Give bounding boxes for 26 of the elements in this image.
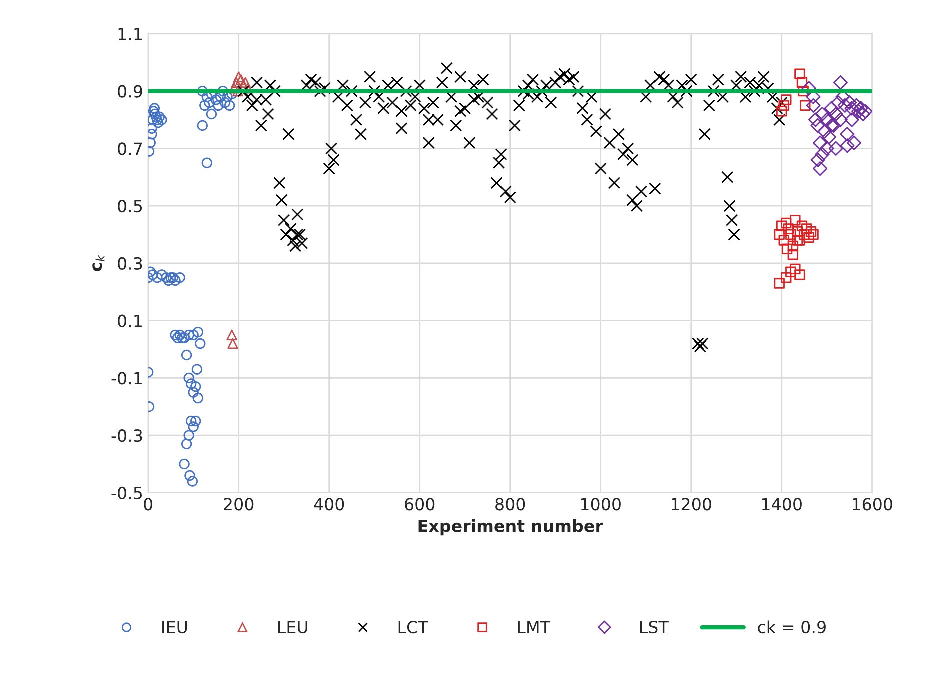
x-axis-title: Experiment number xyxy=(418,520,604,536)
y-tick-label: -0.5 xyxy=(112,486,142,500)
x-tick-label: 600 xyxy=(405,498,435,511)
x-tick-label: 1400 xyxy=(762,498,802,511)
x-tick-label: 400 xyxy=(314,498,344,511)
y-tick-label: -0.3 xyxy=(112,430,142,442)
y-tick-label: 0.1 xyxy=(118,314,142,328)
y-tick-label: 0.9 xyxy=(118,85,142,98)
y-axis-title: c$_{k}$ xyxy=(92,254,105,272)
legend-label: LMT xyxy=(518,621,551,634)
legend-label: LEU xyxy=(278,621,308,634)
x-tick-label: 200 xyxy=(224,498,254,511)
x-tick-label: 800 xyxy=(496,498,526,511)
legend-label: ck = 0.9 xyxy=(758,620,826,634)
y-tick-label: 0.5 xyxy=(118,200,142,213)
legend-label: LCT xyxy=(398,621,428,634)
y-tick-label: 1.1 xyxy=(118,28,142,40)
y-tick-label: 0.7 xyxy=(118,142,142,156)
x-tick-label: 1600 xyxy=(852,498,892,511)
x-tick-label: 1200 xyxy=(672,498,712,511)
x-tick-label: 0 xyxy=(144,498,153,511)
y-tick-label: -0.1 xyxy=(112,372,142,385)
legend-label: IEU xyxy=(162,621,188,634)
legend-label: LST xyxy=(640,621,669,634)
y-tick-label: 0.3 xyxy=(118,257,142,270)
x-tick-label: 1000 xyxy=(581,498,621,511)
